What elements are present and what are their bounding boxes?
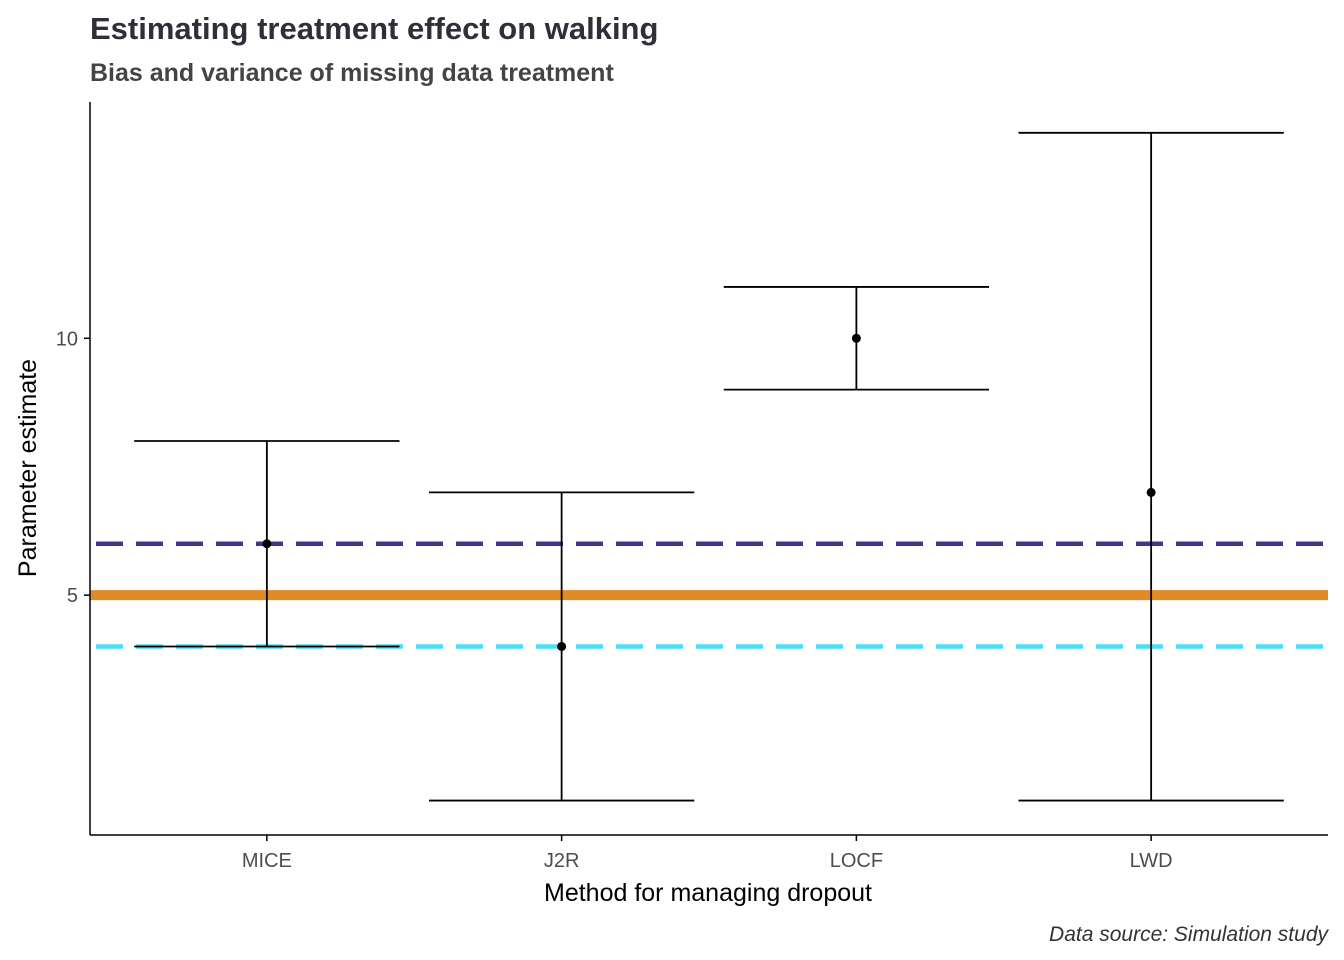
chart-title: Estimating treatment effect on walking bbox=[90, 11, 658, 46]
caption: Data source: Simulation study bbox=[1049, 923, 1329, 946]
x-axis-title: Method for managing dropout bbox=[544, 879, 872, 907]
y-axis-ticks: 5 10 bbox=[56, 328, 90, 607]
reference-lines bbox=[90, 541, 1328, 649]
x-axis-ticks: MICE J2R LOCF LWD bbox=[242, 835, 1173, 872]
estimate-point-mice bbox=[262, 539, 272, 549]
estimate-point-locf bbox=[851, 333, 861, 343]
x-tick-label-locf: LOCF bbox=[830, 850, 883, 872]
estimate-point-lwd bbox=[1146, 487, 1156, 497]
y-tick-label: 10 bbox=[56, 328, 78, 350]
chart-subtitle: Bias and variance of missing data treatm… bbox=[90, 59, 614, 87]
y-axis-title: Parameter estimate bbox=[14, 359, 42, 577]
errorbar-lwd bbox=[1018, 131, 1284, 802]
x-tick-label-j2r: J2R bbox=[544, 850, 580, 872]
estimate-point-j2r bbox=[557, 641, 567, 651]
estimate-points bbox=[262, 333, 1156, 651]
x-tick-label-lwd: LWD bbox=[1130, 850, 1173, 872]
y-tick-label: 5 bbox=[67, 585, 78, 607]
error-bars bbox=[134, 131, 1284, 802]
x-tick-label-mice: MICE bbox=[242, 850, 292, 872]
